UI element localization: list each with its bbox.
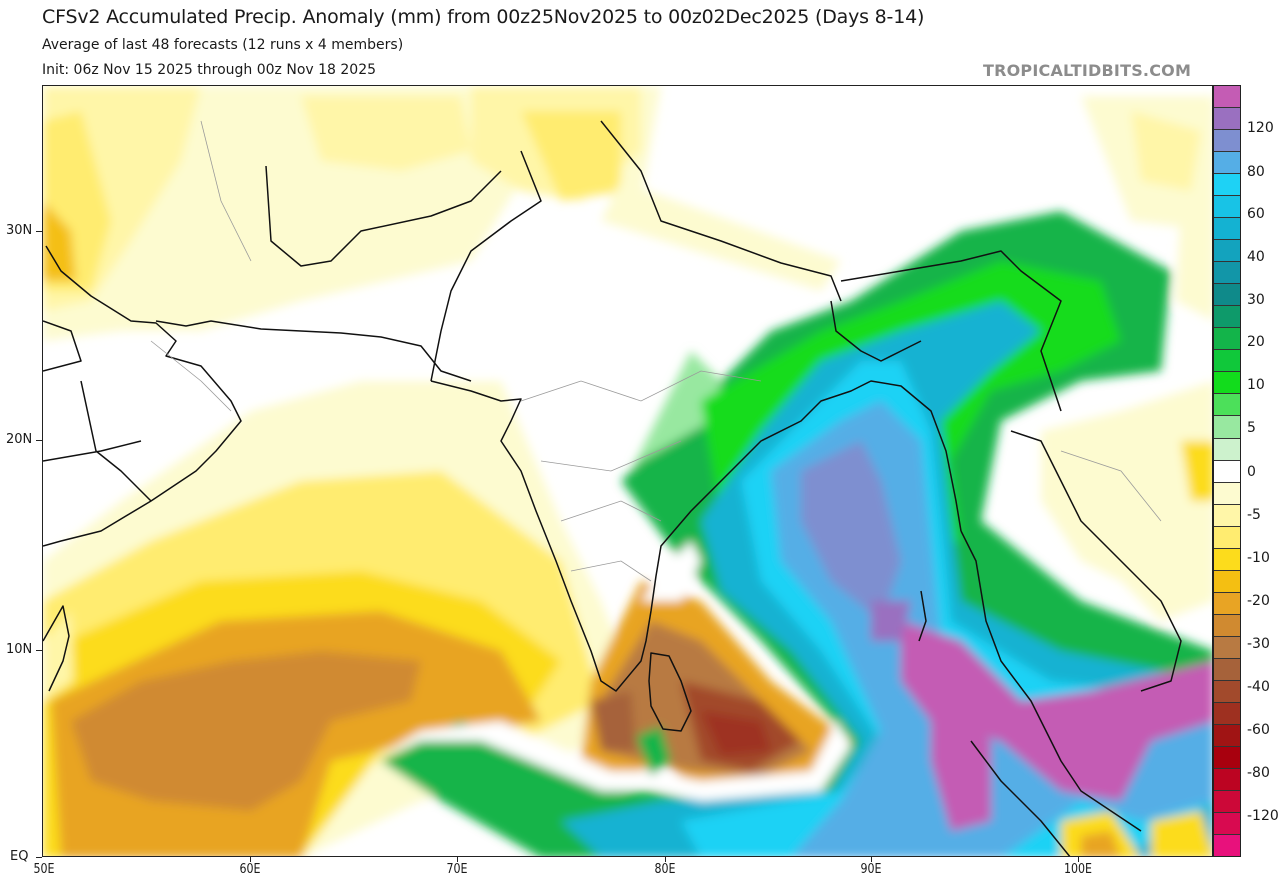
colorbar-segment — [1214, 438, 1240, 461]
colorbar-segment — [1214, 592, 1240, 615]
map-canvas — [43, 86, 1212, 856]
colorbar-segment — [1214, 791, 1240, 814]
colorbar-segment — [1214, 130, 1240, 153]
lon-tick — [665, 857, 666, 862]
colorbar-label: 40 — [1247, 249, 1265, 265]
colorbar-label: 120 — [1247, 120, 1274, 136]
colorbar-segment — [1214, 196, 1240, 219]
lon-label-100e: 100E — [1063, 862, 1093, 877]
colorbar-segment — [1214, 350, 1240, 373]
colorbar-segment — [1214, 482, 1240, 505]
colorbar-label: -120 — [1247, 808, 1279, 824]
coastlines — [43, 120, 1182, 856]
colorbar-segment — [1214, 460, 1240, 483]
lon-tick — [457, 857, 458, 862]
colorbar-segment — [1214, 768, 1240, 791]
lon-label-50e: 50E — [33, 862, 55, 877]
colorbar-label: -40 — [1247, 679, 1270, 695]
lat-tick — [36, 650, 42, 651]
colorbar-segment — [1214, 724, 1240, 747]
anomaly-field — [43, 86, 1212, 856]
lat-tick — [36, 857, 42, 858]
colorbar-label: -30 — [1247, 636, 1270, 652]
colorbar-segment — [1214, 328, 1240, 351]
lat-label-20n: 20N — [6, 432, 33, 447]
init-time-label: Init: 06z Nov 15 2025 through 00z Nov 18… — [42, 62, 377, 78]
lon-tick — [871, 857, 872, 862]
lon-label-90e: 90E — [860, 862, 882, 877]
colorbar-label: -80 — [1247, 765, 1270, 781]
colorbar-segment — [1214, 152, 1240, 175]
chart-subtitle: Average of last 48 forecasts (12 runs x … — [42, 37, 404, 53]
colorbar-segment — [1214, 526, 1240, 549]
source-watermark: TROPICALTIDBITS.COM — [983, 61, 1192, 80]
colorbar-segment — [1214, 86, 1240, 109]
colorbar-segment — [1214, 174, 1240, 197]
colorbar-segment — [1214, 372, 1240, 395]
lat-label-eq: EQ — [10, 849, 29, 864]
lon-tick — [1078, 857, 1079, 862]
colorbar-segment — [1214, 262, 1240, 285]
colorbar-segment — [1214, 813, 1240, 836]
colorbar-label: 5 — [1247, 420, 1256, 436]
colorbar-segment — [1214, 218, 1240, 241]
lat-label-10n: 10N — [6, 642, 33, 657]
precip-anomaly-map — [42, 85, 1213, 857]
state-borders — [150, 120, 1162, 582]
colorbar-segment — [1214, 636, 1240, 659]
colorbar-segment — [1214, 394, 1240, 417]
colorbar-segment — [1214, 108, 1240, 131]
colorbar-segment — [1214, 570, 1240, 593]
colorbar-segment — [1214, 614, 1240, 637]
colorbar-segment — [1214, 504, 1240, 527]
chart-title: CFSv2 Accumulated Precip. Anomaly (mm) f… — [42, 6, 925, 28]
lat-tick — [36, 440, 42, 441]
colorbar-label: -20 — [1247, 593, 1270, 609]
colorbar-segment — [1214, 548, 1240, 571]
colorbar-label: 0 — [1247, 464, 1256, 480]
colorbar-segment — [1214, 284, 1240, 307]
colorbar-legend — [1213, 85, 1241, 857]
lon-label-60e: 60E — [239, 862, 261, 877]
lon-tick — [250, 857, 251, 862]
colorbar-label: -10 — [1247, 550, 1270, 566]
colorbar-label: 20 — [1247, 334, 1265, 350]
colorbar-segment — [1214, 746, 1240, 769]
colorbar-segment — [1214, 658, 1240, 681]
colorbar-label: 80 — [1247, 164, 1265, 180]
lat-tick — [36, 231, 42, 232]
lon-label-70e: 70E — [446, 862, 468, 877]
lon-label-80e: 80E — [654, 862, 676, 877]
colorbar-segment — [1214, 416, 1240, 439]
colorbar-segment — [1214, 306, 1240, 329]
colorbar-label: -5 — [1247, 507, 1261, 523]
colorbar-label: 60 — [1247, 206, 1265, 222]
colorbar-segment — [1214, 240, 1240, 263]
colorbar-label: -60 — [1247, 722, 1270, 738]
colorbar-segment — [1214, 702, 1240, 725]
colorbar-segment — [1214, 680, 1240, 703]
colorbar-segment — [1214, 835, 1240, 857]
colorbar-label: 10 — [1247, 377, 1265, 393]
lat-label-30n: 30N — [6, 223, 33, 238]
colorbar-label: 30 — [1247, 292, 1265, 308]
